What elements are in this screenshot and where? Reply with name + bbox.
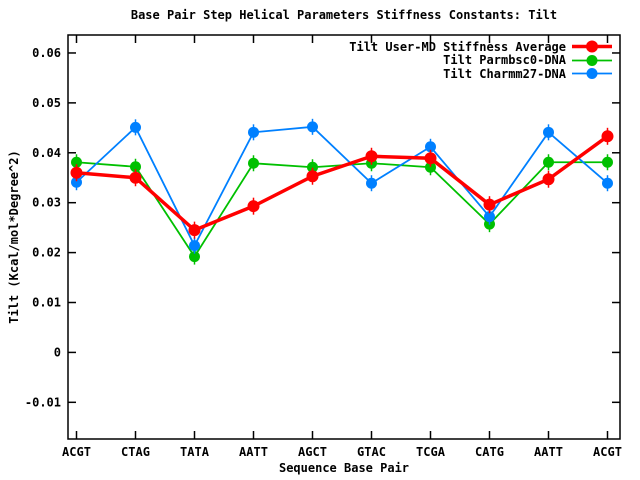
data-point bbox=[71, 176, 82, 188]
legend: Tilt User-MD Stiffness Average Tilt Parmb… bbox=[349, 40, 612, 81]
data-point bbox=[365, 150, 378, 163]
legend-label: Tilt Parmbsc0-DNA bbox=[443, 53, 566, 68]
x-tick-label: CTAG bbox=[121, 445, 150, 459]
data-point bbox=[130, 161, 141, 173]
y-tick-label: 0.02 bbox=[32, 246, 61, 260]
x-tick-label: GTAC bbox=[357, 445, 386, 459]
y-tick-label: 0 bbox=[54, 345, 61, 359]
x-tick-label: CATG bbox=[475, 445, 504, 459]
legend-sample-line-icon bbox=[572, 40, 612, 53]
data-point bbox=[306, 170, 319, 183]
legend-marker bbox=[586, 40, 598, 53]
data-point bbox=[602, 177, 613, 189]
data-point bbox=[130, 121, 141, 133]
data-point bbox=[189, 251, 200, 263]
data-point bbox=[543, 126, 554, 138]
data-point bbox=[71, 156, 82, 168]
y-tick-label: -0.01 bbox=[25, 395, 61, 409]
data-point bbox=[307, 121, 318, 133]
y-tick-label: 0.01 bbox=[32, 296, 61, 310]
x-tick-label: TCGA bbox=[416, 445, 446, 459]
legend-label: Tilt Charmm27-DNA bbox=[443, 66, 566, 81]
legend-sample-line-icon bbox=[572, 54, 612, 66]
series-line bbox=[76, 134, 609, 233]
y-tick-label: 0.04 bbox=[32, 146, 61, 160]
data-point bbox=[188, 224, 201, 237]
data-point bbox=[70, 166, 83, 179]
x-tick-label: ACGT bbox=[593, 445, 622, 459]
data-point bbox=[307, 161, 318, 173]
series-line bbox=[75, 125, 609, 248]
x-tick-label: AATT bbox=[534, 445, 563, 459]
series-line bbox=[76, 161, 608, 259]
plot-border bbox=[67, 34, 621, 440]
legend-row: Tilt User-MD Stiffness Average bbox=[349, 40, 612, 54]
data-point bbox=[484, 211, 495, 223]
data-point bbox=[542, 173, 555, 186]
data-point bbox=[424, 152, 437, 165]
y-tick-label: 0.05 bbox=[32, 96, 61, 110]
data-point bbox=[543, 156, 554, 168]
data-point bbox=[425, 141, 436, 153]
legend-marker bbox=[586, 54, 598, 66]
legend-row: Tilt Parmbsc0-DNA bbox=[349, 53, 612, 68]
data-point bbox=[602, 156, 613, 168]
data-point bbox=[189, 240, 200, 252]
data-point bbox=[129, 171, 142, 184]
legend-label: Tilt User-MD Stiffness Average bbox=[349, 39, 566, 54]
data-point bbox=[247, 200, 260, 213]
y-tick-label: 0.03 bbox=[32, 196, 61, 210]
x-tick-label: ACGT bbox=[62, 445, 91, 459]
data-point bbox=[366, 177, 377, 189]
data-point bbox=[248, 157, 259, 169]
legend-row: Tilt Charmm27-DNA bbox=[349, 67, 612, 81]
data-point bbox=[248, 126, 259, 138]
data-point bbox=[483, 198, 496, 211]
x-tick-label: AGCT bbox=[298, 445, 327, 459]
y-tick-label: 0.06 bbox=[32, 46, 61, 60]
x-axis-label: Sequence Base Pair bbox=[278, 461, 410, 475]
legend-sample-line-icon bbox=[572, 68, 612, 80]
x-tick-label: AATT bbox=[239, 445, 268, 459]
data-point bbox=[601, 130, 614, 143]
chart-title: Base Pair Step Helical Parameters Stiffn… bbox=[130, 8, 558, 22]
legend-marker bbox=[586, 68, 598, 80]
data-point bbox=[425, 161, 436, 173]
x-tick-label: TATA bbox=[180, 445, 210, 459]
